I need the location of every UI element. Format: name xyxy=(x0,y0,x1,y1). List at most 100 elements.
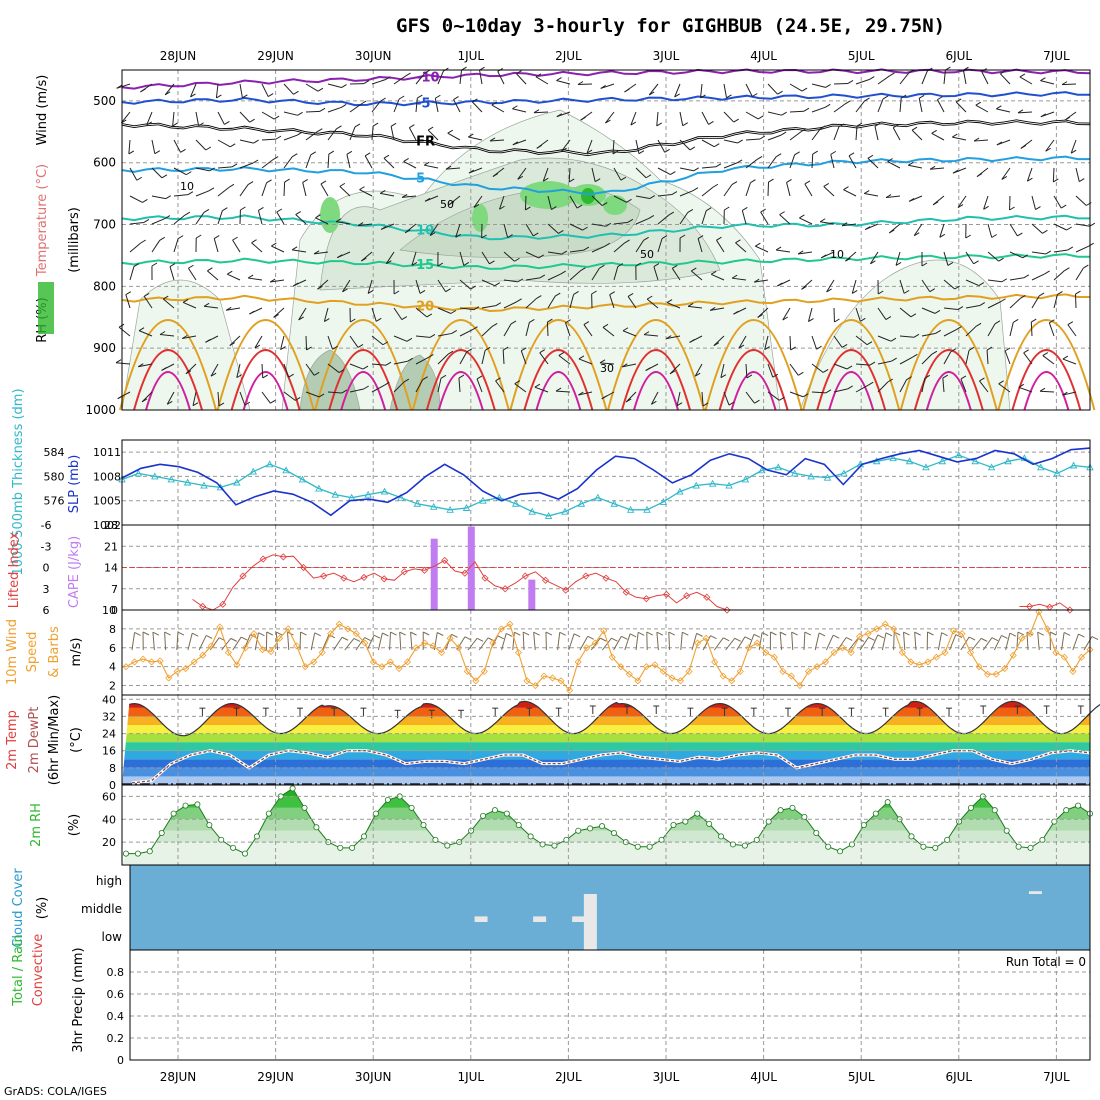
wind-barb-flag xyxy=(516,298,522,303)
wind-barb-flag xyxy=(181,335,188,339)
wind-barb-flag xyxy=(1000,298,1006,303)
wind-barb xyxy=(1075,195,1087,206)
wind-barb-flag xyxy=(1049,319,1055,324)
wind-barb-flag xyxy=(891,357,897,362)
wind-barb-flag xyxy=(583,321,590,325)
surface-wind-barb-flag xyxy=(744,636,752,641)
wind-speed-point xyxy=(165,674,173,682)
wind-barb-flag xyxy=(242,94,248,99)
wind-barb xyxy=(129,167,138,181)
wind-barb-flag xyxy=(182,299,189,303)
wind-barb-flag xyxy=(599,264,605,269)
slp-tick-label: 1008 xyxy=(93,470,121,483)
cloud-bar xyxy=(474,916,488,922)
wind-barb-flag xyxy=(689,338,695,343)
rh-point xyxy=(420,822,427,829)
wind-barb-flag xyxy=(775,246,782,251)
wind-barb xyxy=(283,156,293,169)
wind-barb xyxy=(943,70,946,85)
wind-barb-flag xyxy=(159,331,166,335)
wind-barb xyxy=(491,104,505,113)
rh-point xyxy=(575,827,582,834)
wind-barb-flag xyxy=(777,282,783,287)
wind-speed-point xyxy=(770,653,778,661)
surface-wind-barb-flag xyxy=(804,631,812,636)
surface-wind-barb-flag xyxy=(761,632,769,636)
wind-barb-flag xyxy=(910,313,917,318)
wind-barb-flag xyxy=(140,88,146,93)
wind-barb-flag xyxy=(712,183,719,188)
wind-barb xyxy=(600,362,615,365)
wind-barb xyxy=(251,242,263,253)
rh-point xyxy=(1015,843,1022,850)
wind-barb xyxy=(767,134,782,141)
wind-barb-flag xyxy=(484,346,491,351)
slp-line xyxy=(121,447,1091,517)
wind-barb xyxy=(173,139,182,153)
surface-wind-barb xyxy=(613,636,622,651)
wind-barb-flag xyxy=(856,122,863,127)
wind-barb-flag xyxy=(998,380,1004,385)
wind-barb xyxy=(517,167,527,180)
wind-barb-flag xyxy=(470,285,476,290)
thickness-axis-label: 1000-500mb Thickness (dm) xyxy=(11,388,26,575)
wind-barb xyxy=(415,379,424,393)
wind-speed-point xyxy=(335,620,343,628)
wind-speed-point xyxy=(403,658,412,666)
surface-wind-barb xyxy=(859,637,869,651)
wind-barb-flag xyxy=(218,402,225,407)
slp-tick-label: 1005 xyxy=(93,495,121,508)
wind-barb xyxy=(305,363,315,376)
rh-point xyxy=(265,810,272,817)
wind-barb-flag xyxy=(797,250,804,255)
wind-barb xyxy=(458,378,461,393)
wind-barb xyxy=(437,332,452,337)
surface-wind-barb-flag xyxy=(276,631,283,636)
thickness-point xyxy=(807,472,815,480)
surface-wind-barb-flag xyxy=(941,632,948,637)
wind-barb-flag xyxy=(672,264,678,269)
wind-barb xyxy=(877,98,884,113)
rh-point xyxy=(1003,827,1010,834)
pressure-tick-label: 800 xyxy=(93,279,116,293)
rh-point xyxy=(777,807,784,814)
surface-wind-barb xyxy=(501,633,507,651)
wind-barb-flag xyxy=(674,93,680,98)
wind-speed-point xyxy=(438,648,446,657)
wind-barb-flag xyxy=(626,198,632,203)
temp-contour-5 xyxy=(121,155,1090,196)
wind-barb-flag xyxy=(284,178,290,183)
rh-point xyxy=(920,843,927,850)
surface-wind-barb-flag xyxy=(1037,631,1044,636)
wind-barb xyxy=(128,139,131,154)
wind-barb-flag xyxy=(489,260,495,265)
surface-wind-barb xyxy=(779,632,783,651)
wind-barb xyxy=(254,335,263,349)
thickness-point xyxy=(790,469,799,477)
wind-barb xyxy=(204,305,219,309)
date-tick-label: 2JUL xyxy=(555,1070,582,1084)
wind-barb-flag xyxy=(802,393,809,398)
wind-barb xyxy=(1075,167,1080,182)
surface-wind-barb-flag xyxy=(134,631,141,636)
wind-barb xyxy=(185,363,197,375)
wind-barb-flag xyxy=(911,126,918,131)
wind-barb xyxy=(411,251,417,266)
wind-barb xyxy=(679,111,684,126)
wind-barb-flag xyxy=(198,122,204,127)
wind-barb xyxy=(1039,390,1055,393)
temp-tick-label: 0 xyxy=(109,779,116,792)
wind-barb-flag xyxy=(648,215,655,219)
wind-barb-flag xyxy=(267,93,274,97)
wind-barb-flag xyxy=(209,167,215,172)
date-tick-label: 30JUN xyxy=(355,1070,392,1084)
wind-barb-flag xyxy=(141,398,148,403)
wind-barb-flag xyxy=(401,193,408,198)
wind-barb-flag xyxy=(258,207,264,211)
wind-barb xyxy=(657,139,666,153)
wind-barb xyxy=(811,83,826,88)
wind-barb xyxy=(700,83,703,98)
wind-speed-point xyxy=(122,663,130,671)
wind-speed-point xyxy=(369,658,377,666)
surface-wind-barb xyxy=(287,632,290,651)
